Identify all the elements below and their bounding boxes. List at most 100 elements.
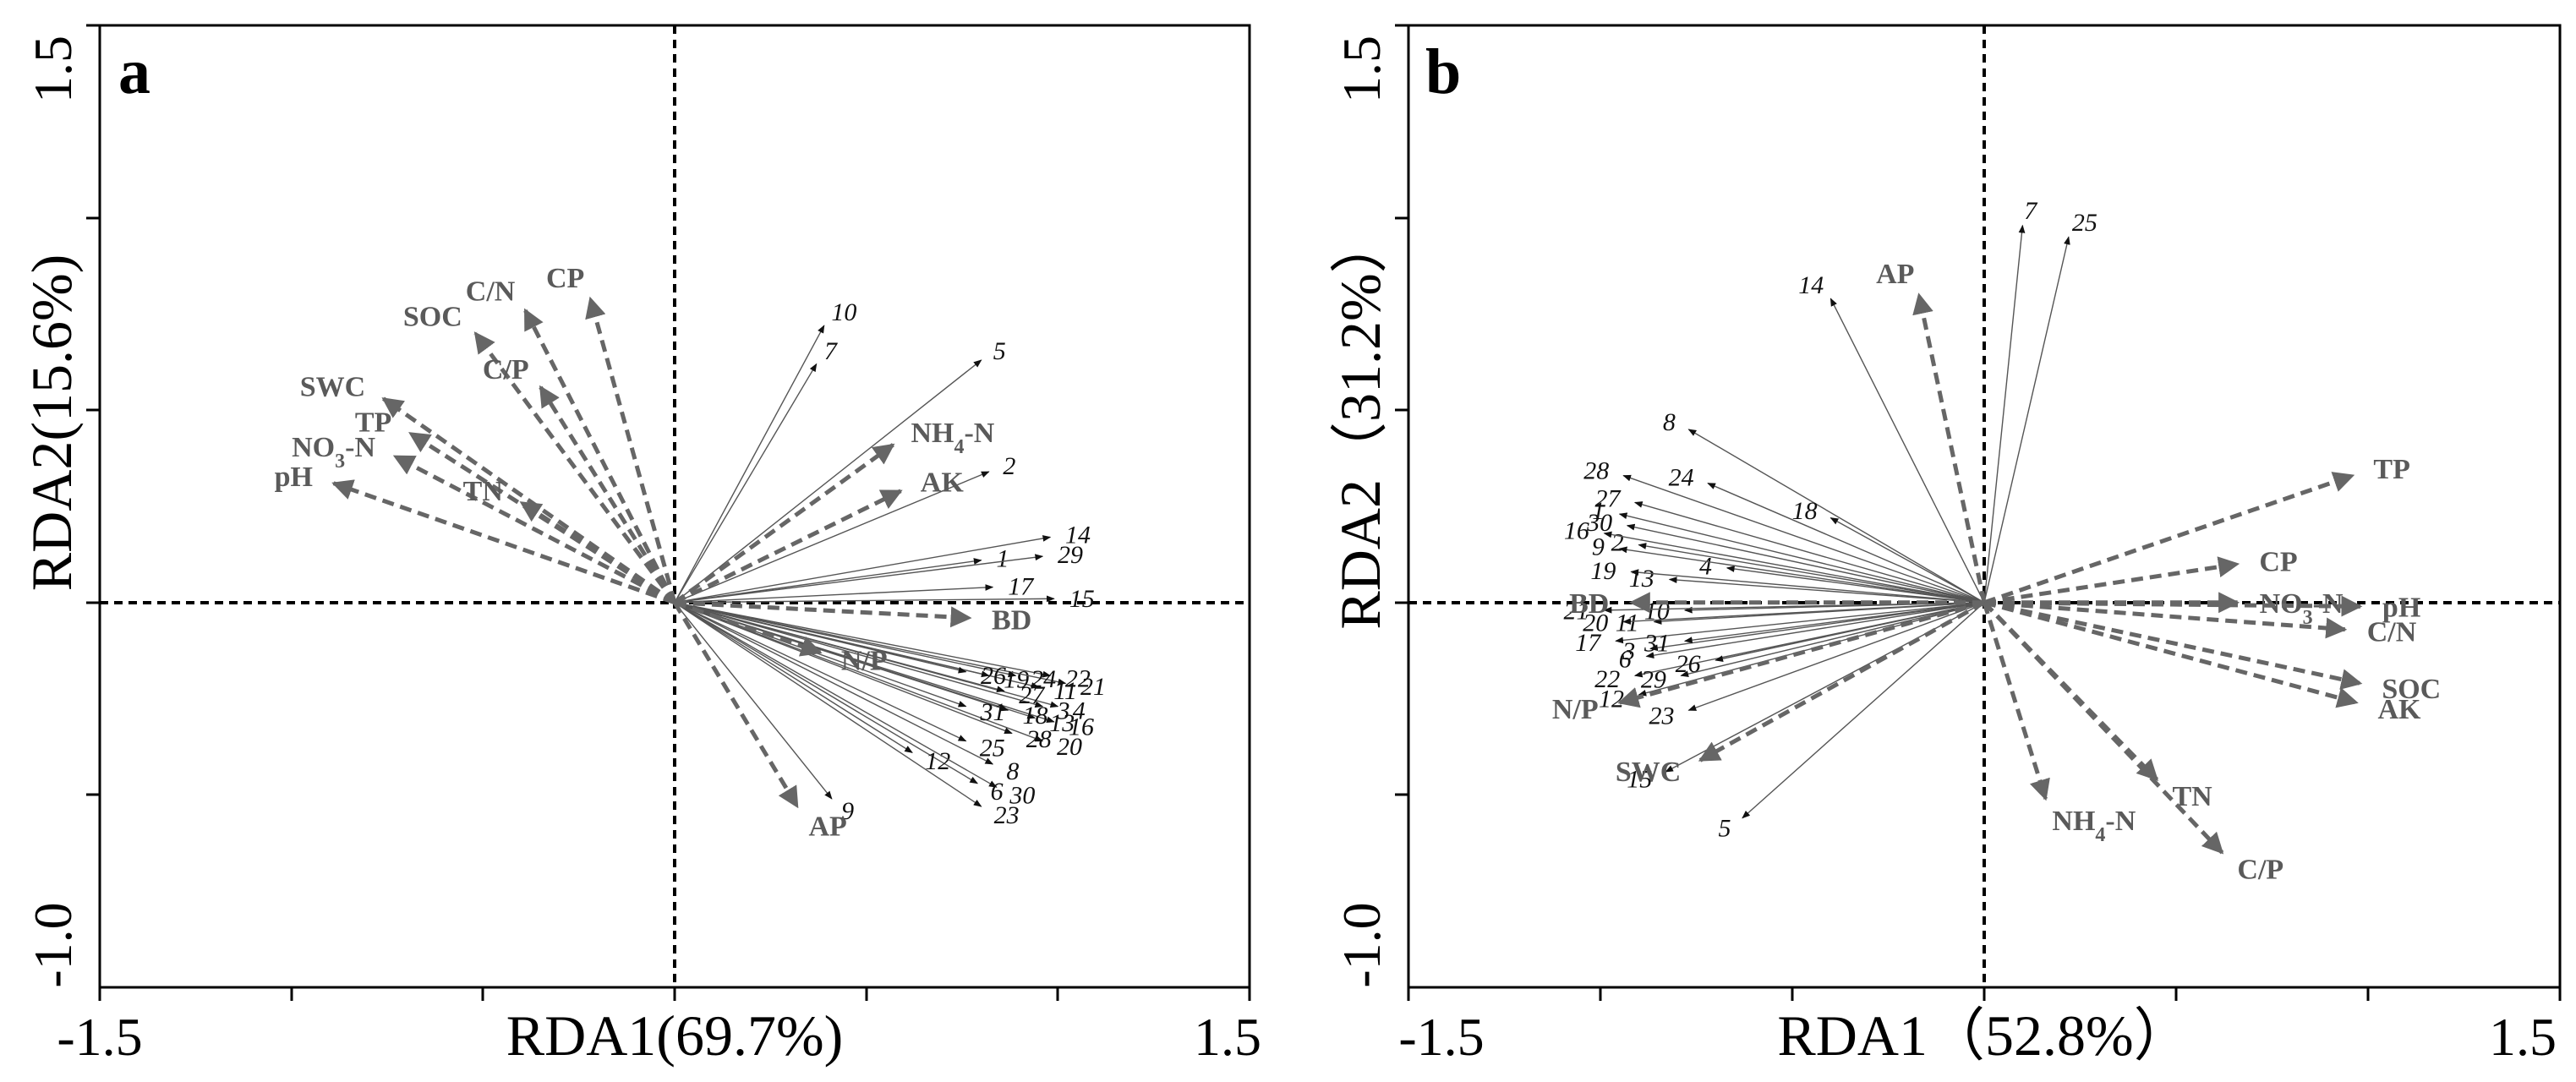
site-label-26: 26 — [981, 662, 1006, 690]
site-vector-2 — [674, 471, 990, 604]
site-label-28: 28 — [1583, 457, 1609, 485]
site-label-2: 2 — [1611, 529, 1624, 557]
site-label-1: 1 — [996, 544, 1009, 572]
env-label-c-n: C/N — [466, 276, 516, 308]
site-vector-2 — [1638, 543, 1985, 604]
y-axis-title-b: RDA2（31.2%） — [1328, 216, 1392, 629]
site-label-25: 25 — [980, 734, 1005, 762]
site-vector-24 — [1707, 483, 1985, 604]
site-label-16: 16 — [1564, 517, 1589, 545]
site-vector-24 — [674, 602, 1017, 678]
site-label-3: 3 — [1057, 697, 1070, 725]
site-label-24: 24 — [1031, 665, 1056, 693]
panel-letter-b: b — [1425, 36, 1461, 107]
env-vector-nh4-n — [673, 443, 895, 604]
site-vector-29 — [1680, 602, 1985, 678]
env-vector-no3-n — [392, 454, 676, 605]
env-label-tp: TP — [355, 407, 391, 438]
site-vector-17 — [674, 584, 994, 604]
env-vector-ph — [1983, 595, 2363, 617]
site-label-17: 17 — [1008, 573, 1035, 601]
env-label-c-p: C/P — [2237, 855, 2283, 886]
site-vector-6 — [1645, 602, 1985, 659]
site-vector-1 — [1618, 512, 1985, 604]
env-vector-swc — [1698, 600, 1986, 762]
env-label-ak: AK — [921, 467, 965, 498]
env-label-tn: TN — [463, 476, 504, 507]
site-vector-15 — [674, 595, 1055, 604]
site-label-3: 3 — [1622, 637, 1635, 665]
site-vector-27 — [674, 602, 1005, 692]
site-label-20: 20 — [1057, 733, 1082, 761]
env-vector-tn — [1983, 601, 2159, 781]
site-vector-6 — [674, 602, 978, 784]
site-vector-29 — [674, 554, 1044, 604]
site-label-2: 2 — [1003, 452, 1015, 480]
x-tick-max-b: 1.5 — [2489, 1007, 2557, 1067]
site-label-4: 4 — [1699, 552, 1712, 580]
site-vector-10 — [674, 325, 825, 604]
site-vector-8 — [674, 602, 994, 765]
site-vector-12 — [674, 602, 913, 753]
site-label-15: 15 — [1627, 766, 1652, 794]
env-vector-ak — [1983, 600, 2359, 708]
rda-panel-b: b -1.5 1.5 RDA1（52.8%） 1.5 -1.0 RDA2（31.… — [1328, 24, 2562, 1068]
env-label-ak: AK — [2377, 694, 2421, 725]
site-label-14: 14 — [1065, 521, 1091, 549]
site-vector-27 — [1633, 501, 1985, 604]
site-label-9: 9 — [1592, 533, 1605, 560]
site-vector-23 — [674, 602, 982, 807]
site-label-1: 1 — [1592, 497, 1605, 525]
env-label-c-p: C/P — [483, 354, 529, 385]
site-label-31: 31 — [979, 698, 1005, 726]
site-label-30: 30 — [1009, 781, 1035, 809]
site-label-13: 13 — [1629, 565, 1654, 593]
env-label-nh4-n: NH4-N — [911, 418, 994, 458]
y-tick-max-b: 1.5 — [1332, 36, 1392, 103]
x-tick-min-a: -1.5 — [57, 1007, 142, 1067]
env-label-swc: SWC — [300, 372, 365, 403]
env-vector-ph — [331, 479, 675, 605]
env-label-cp: CP — [546, 263, 584, 294]
env-label-soc: SOC — [403, 301, 462, 332]
site-vector-8 — [1687, 429, 1985, 604]
site-vector-26 — [1715, 602, 1985, 663]
site-label-7: 7 — [824, 337, 839, 365]
env-vector-bd — [674, 600, 972, 628]
site-label-22: 22 — [1065, 665, 1091, 693]
site-vectors-a: 123 4567891011121314151617181920212223242… — [674, 298, 1106, 829]
env-label-ap: AP — [808, 811, 846, 842]
env-vector-n-p — [1617, 600, 1985, 708]
site-label-5: 5 — [1719, 815, 1731, 843]
site-label-21: 21 — [1080, 673, 1106, 701]
y-tick-min-b: -1.0 — [1332, 902, 1392, 987]
site-vector-25 — [674, 602, 967, 742]
env-vector-soc — [473, 331, 677, 604]
env-label-n-p: N/P — [841, 645, 888, 676]
x-axis-title-b: RDA1（52.8%） — [1777, 1003, 2190, 1068]
site-vector-13 — [1668, 577, 1985, 604]
site-label-16: 16 — [1069, 713, 1094, 740]
env-vector-ap — [1912, 292, 1987, 604]
site-label-22: 22 — [1594, 665, 1620, 693]
env-label-ph: pH — [275, 462, 313, 493]
y-axis-title-a: RDA2(15.6%) — [19, 254, 84, 592]
site-label-21: 21 — [1564, 597, 1589, 625]
site-vector-30 — [674, 602, 998, 788]
site-label-28: 28 — [1026, 725, 1052, 753]
site-label-14: 14 — [1798, 271, 1824, 299]
site-vector-5 — [1742, 602, 1985, 819]
site-label-15: 15 — [1069, 585, 1095, 613]
y-tick-max-a: 1.5 — [23, 36, 83, 103]
site-vector-9 — [674, 602, 833, 800]
site-label-19: 19 — [1590, 557, 1616, 585]
env-vector-cp — [1983, 556, 2240, 605]
site-label-13: 13 — [1049, 709, 1075, 737]
panel-letter-a: a — [118, 36, 150, 107]
site-vector-16 — [1603, 531, 1985, 604]
site-vector-30 — [1626, 523, 1985, 604]
site-vector-18 — [1829, 517, 1985, 604]
env-vector-nh4-n — [1982, 602, 2050, 801]
site-label-12: 12 — [925, 747, 950, 775]
site-label-20: 20 — [1583, 609, 1608, 637]
